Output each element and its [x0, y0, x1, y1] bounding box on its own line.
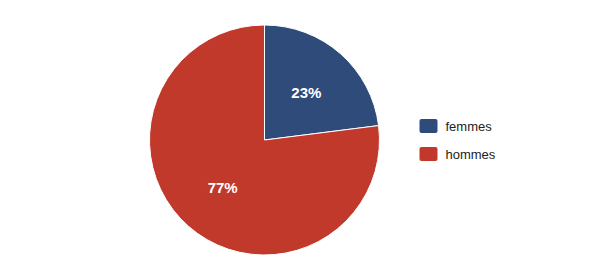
chart-container: 23% 77% femmes hommes: [0, 0, 589, 280]
pie-slice: [265, 25, 379, 140]
data-label: 77%: [208, 179, 238, 196]
legend-label: femmes: [446, 119, 493, 134]
data-label: 23%: [291, 84, 321, 101]
legend-swatch: [420, 119, 438, 133]
slices: [149, 25, 379, 255]
data-labels: 23% 77%: [208, 84, 322, 196]
legend: femmes hommes: [420, 119, 496, 162]
pie-slice: [149, 25, 379, 255]
legend-swatch: [420, 147, 438, 161]
legend-label: hommes: [446, 147, 496, 162]
chart: 23% 77% femmes hommes: [0, 0, 589, 280]
